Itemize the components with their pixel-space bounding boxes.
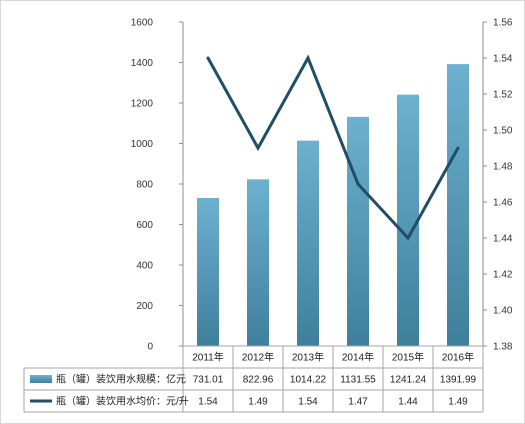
right-tick-label: 1.52 xyxy=(493,90,513,101)
value-cell: 1.54 xyxy=(298,397,318,408)
legend-swatch-bar xyxy=(30,375,52,383)
legend-label-1: 瓶（罐）装饮用水规模：亿元 xyxy=(56,373,186,386)
right-tick-label: 1.46 xyxy=(493,198,513,209)
bar-5 xyxy=(397,94,419,347)
right-tick-label: 1.48 xyxy=(493,162,513,173)
category-label: 2016年 xyxy=(442,351,474,364)
data-table: 2011年 2012年 2013年 2014年 2015年 2016年瓶（罐）装饮用水规模… xyxy=(23,345,484,413)
bar-series xyxy=(197,64,469,347)
value-cell: 1.47 xyxy=(348,397,368,408)
right-tick-label: 1.56 xyxy=(493,18,513,29)
bar-6 xyxy=(447,64,469,347)
category-label: 2014年 xyxy=(342,351,374,364)
left-tick-label: 400 xyxy=(136,261,153,272)
line-point-3 xyxy=(306,56,310,60)
price-line xyxy=(206,54,460,241)
category-label: 2013年 xyxy=(292,351,324,364)
left-tick-label: 1000 xyxy=(131,139,154,150)
left-tick-label: 0 xyxy=(147,342,153,353)
right-tick-label: 1.40 xyxy=(493,306,513,317)
value-cell: 1241.24 xyxy=(390,375,427,386)
value-cell: 1131.55 xyxy=(340,375,376,386)
right-tick-label: 1.54 xyxy=(493,54,513,65)
line-point-2 xyxy=(256,146,260,150)
left-tick-label: 600 xyxy=(136,220,153,231)
line-point-4 xyxy=(356,182,360,186)
left-tick-label: 1200 xyxy=(131,99,154,110)
value-cell: 731.01 xyxy=(193,375,224,386)
bar-2 xyxy=(247,179,269,346)
right-axis: 1.38 1.40 1.42 1.44 1.46 1.48 1.50 1.52 1.54 1.56 xyxy=(482,18,513,353)
right-tick-label: 1.50 xyxy=(493,126,513,137)
value-cell: 1014.22 xyxy=(290,375,327,386)
bar-4 xyxy=(347,116,369,347)
left-tick-label: 1400 xyxy=(131,58,154,69)
value-cell: 1.49 xyxy=(248,397,268,408)
value-cell: 1.54 xyxy=(198,397,218,408)
bar-1 xyxy=(197,197,219,346)
line-point-5 xyxy=(406,236,410,240)
value-cell: 1.44 xyxy=(398,397,418,408)
right-tick-label: 1.44 xyxy=(493,234,513,245)
left-axis: 0 200 400 600 800 1000 1200 1400 1600 xyxy=(131,18,184,353)
legend-label-2: 瓶（罐）装饮用水均价：元/升 xyxy=(56,395,189,408)
line-point-6 xyxy=(456,146,460,150)
bar-3 xyxy=(297,140,319,346)
value-cell: 1.49 xyxy=(448,397,468,408)
left-tick-label: 800 xyxy=(136,180,153,191)
line-point-1 xyxy=(206,56,210,60)
category-label: 2012年 xyxy=(242,351,274,364)
left-tick-label: 200 xyxy=(136,301,153,312)
right-tick-label: 1.42 xyxy=(493,270,513,281)
category-label: 2015年 xyxy=(392,351,424,364)
line-series xyxy=(206,54,460,241)
category-label: 2011年 xyxy=(192,351,224,364)
right-tick-label: 1.38 xyxy=(493,342,513,353)
left-tick-label: 1600 xyxy=(131,18,154,29)
value-cell: 822.96 xyxy=(243,375,274,386)
value-cell: 1391.99 xyxy=(440,375,477,386)
